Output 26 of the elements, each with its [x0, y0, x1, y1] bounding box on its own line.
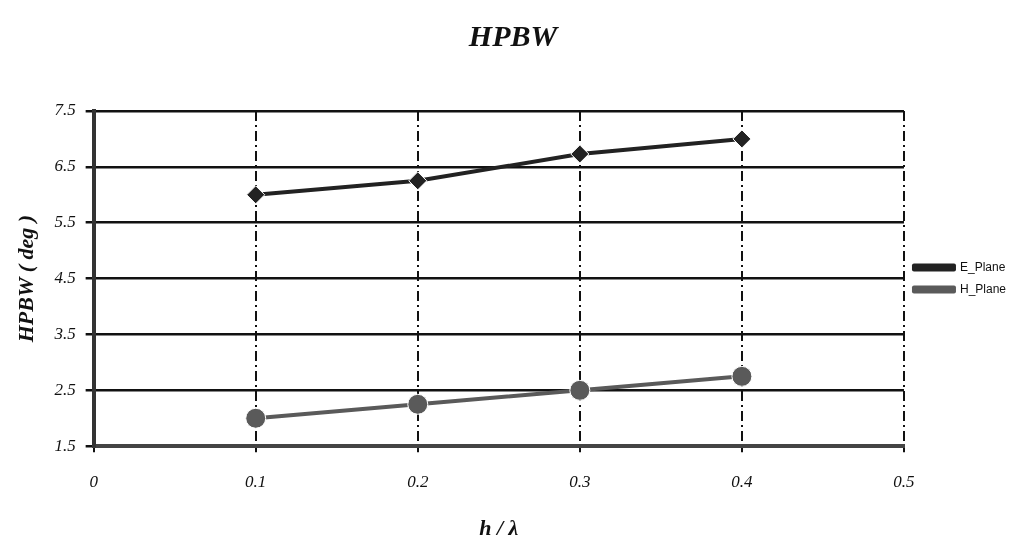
point: [570, 144, 590, 164]
point: [569, 379, 591, 401]
chart-title: HPBW: [467, 18, 560, 52]
x-axis-title: h / λ: [479, 515, 519, 541]
y-tick-label: 7.5: [54, 100, 76, 120]
y-tick-label: 1.5: [54, 435, 76, 455]
x-tick-label: 0.1: [245, 471, 267, 491]
point: [732, 129, 752, 149]
y-tick-label: 6.5: [54, 156, 76, 176]
y-tick-label: 5.5: [54, 212, 76, 232]
y-tick-label: 4.5: [54, 268, 76, 288]
legend-label: E_Plane: [959, 259, 1006, 274]
legend-label: H_Plane: [959, 281, 1007, 296]
point: [731, 365, 753, 387]
point: [245, 407, 267, 429]
point: [407, 393, 429, 415]
y-axis-title: HPBW ( deg ): [12, 214, 38, 344]
point: [408, 171, 428, 191]
y-tick-label: 3.5: [53, 323, 76, 343]
x-tick-label: 0.2: [407, 471, 429, 491]
x-tick-label: 0.3: [569, 471, 591, 491]
x-tick-label: 0.5: [893, 471, 915, 491]
x-tick-label: 0.4: [731, 471, 754, 491]
point: [246, 185, 266, 205]
y-tick-label: 2.5: [54, 379, 76, 399]
x-tick-label: 0: [89, 471, 99, 491]
